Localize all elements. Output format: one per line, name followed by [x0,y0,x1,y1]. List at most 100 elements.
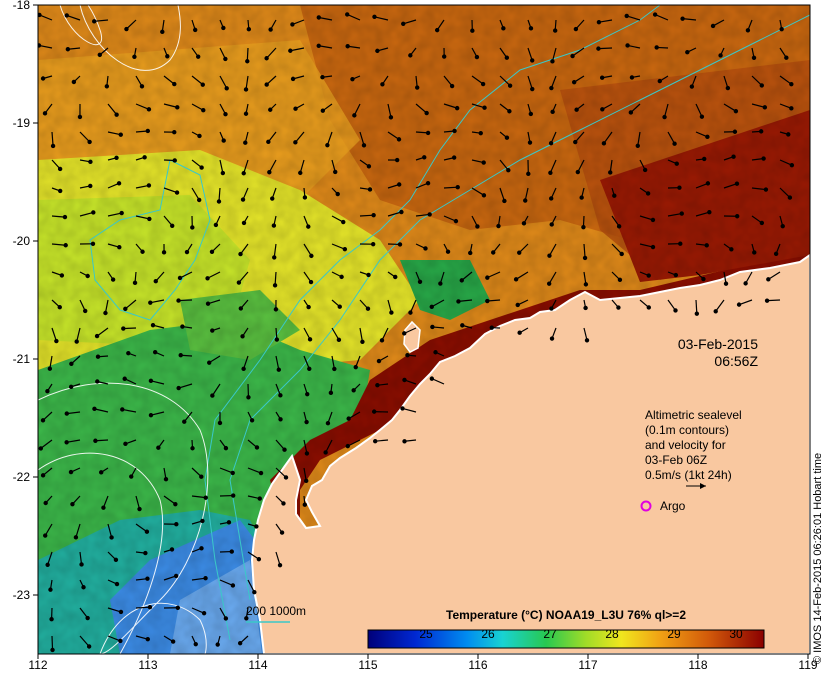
velocity-vector-head [40,418,46,423]
velocity-vector [359,214,374,217]
velocity-vector-head [723,281,729,286]
velocity-vector-head [223,56,228,62]
velocity-vector-head [173,573,179,579]
velocity-vector-head [230,470,235,476]
velocity-vector-head [573,26,579,32]
velocity-vector [695,103,703,117]
velocity-vector-head [241,366,246,372]
sealevel-contours [38,5,209,654]
velocity-vector [79,635,90,647]
velocity-vector-head [482,105,487,110]
velocity-vector-head [178,353,183,358]
velocity-vector [403,19,417,25]
velocity-vector [238,271,249,283]
velocity-vector-head [161,250,167,255]
velocity-vector-head [103,310,108,316]
velocity-vector [779,187,791,199]
lat-tick-label: -21 [12,352,30,366]
velocity-vector [751,187,766,191]
velocity-vector-head [616,224,622,229]
velocity-vector [471,75,484,85]
velocity-vector-head [694,311,700,316]
velocity-vector [135,606,150,609]
velocity-vector-head [129,474,134,479]
velocity-vector-head [766,277,771,282]
lon-tick-label: 115 [358,658,378,672]
velocity-vector-head [86,644,92,649]
velocity-vector [667,212,682,217]
velocity-vector [347,439,361,447]
velocity-vector-head [752,250,757,255]
velocity-vector-head [501,26,506,31]
velocity-vector-head [246,395,251,400]
velocity-vector-head [373,438,378,444]
velocity-vector [303,243,312,257]
velocity-vector [44,523,53,536]
velocity-vector-head [650,244,656,250]
velocity-vector-head [298,170,303,176]
velocity-vector-head [170,223,175,228]
velocity-vector [150,380,165,385]
velocity-vector-head [361,143,367,148]
velocity-vector-head [288,48,293,53]
velocity-vector [294,131,305,143]
colorbar-tick: 29 [667,627,681,641]
velocity-vector-head [85,615,90,621]
velocity-vector-head [582,255,588,261]
velocity-vector-head [200,82,205,87]
velocity-vector-head [506,167,511,173]
velocity-vector [682,18,697,21]
velocity-vector-head [401,21,406,26]
velocity-vector [275,467,287,478]
isobaths [89,5,810,641]
velocity-vector-head [761,156,766,161]
velocity-vector-head [527,140,533,145]
velocity-vector [266,47,277,59]
velocity-vector-head [201,610,207,616]
velocity-vector-head [241,220,247,226]
argo-float-marker [640,500,652,512]
velocity-vector [191,75,204,86]
velocity-vector-head [370,241,376,247]
velocity-vector-head [351,388,356,393]
velocity-vector-head [144,529,150,534]
velocity-vector-head [176,298,181,303]
velocity-vector-head [221,138,226,143]
velocity-vector-head [320,108,326,113]
velocity-vector-head [309,253,314,259]
lon-tick-label: 117 [578,658,598,672]
velocity-vector-head [333,169,338,175]
velocity-vector-head [699,114,705,119]
velocity-vector-head [584,338,590,343]
velocity-vector-head [73,535,79,540]
lon-tick-label: 116 [468,658,488,672]
velocity-vector-head [147,216,152,222]
velocity-vector [318,16,333,21]
velocity-vector-head [654,45,659,50]
colorbar-tick: 28 [605,627,619,641]
velocity-vector-head [425,130,431,136]
velocity-vector-head [729,247,734,252]
imos-credit: © IMOS 14-Feb-2015 06:26:01 Hobart time [812,452,824,664]
lat-tick-label: -20 [12,234,30,248]
velocity-vector-head [455,184,460,190]
velocity-vector-head [279,530,285,535]
velocity-vector-head [81,585,86,590]
velocity-vector-head [47,366,53,371]
velocity-vector-head [223,445,229,451]
velocity-vector-head [733,108,739,114]
australian-coastline-land [250,253,810,654]
velocity-vector [303,439,308,454]
velocity-vector-head [123,306,128,312]
velocity-vector [135,215,150,220]
velocity-vector-head [650,217,656,223]
velocity-vector-head [481,193,487,198]
velocity-vector-head [98,470,104,475]
velocity-vector [387,211,402,217]
velocity-vector-head [575,169,581,175]
velocity-vector-head [438,281,443,286]
observation-time: 06:56Z [714,353,758,369]
velocity-vector-head [453,218,459,224]
observation-datetime: 03-Feb-2015 06:56Z [662,336,758,370]
velocity-vector [751,103,765,108]
